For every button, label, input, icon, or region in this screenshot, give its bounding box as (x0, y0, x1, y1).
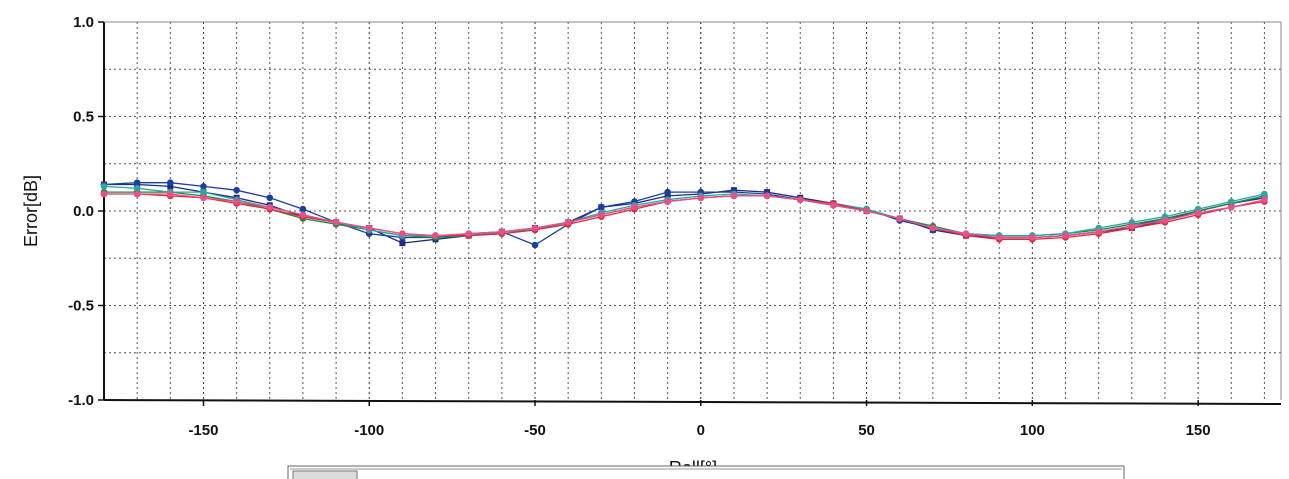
y-tick-labels: 1.0 0.5 0.0 -0.5 -1.0 (68, 14, 104, 409)
data-point (830, 202, 837, 209)
x-tick-label: -150 (188, 422, 218, 439)
data-point (432, 232, 439, 239)
data-point (1095, 228, 1102, 236)
data-point (200, 188, 207, 196)
data-point (896, 215, 904, 222)
data-point (863, 207, 870, 215)
x-tick-label: 50 (858, 422, 875, 439)
data-point (730, 192, 738, 200)
series-6 (100, 190, 1268, 241)
x-tick-label: -100 (354, 422, 384, 439)
legend-swatch (292, 470, 358, 479)
data-point (299, 205, 307, 213)
y-tick-label: 0.0 (73, 203, 94, 220)
y-tick-label: 0.5 (73, 109, 94, 126)
data-point (233, 198, 240, 205)
x-tick-label: 150 (1186, 422, 1211, 439)
data-point (200, 194, 207, 202)
data-point (1194, 209, 1202, 217)
x-tick-label: 100 (1020, 422, 1045, 439)
data-point (664, 188, 671, 196)
data-point (1161, 217, 1169, 224)
data-point (763, 192, 771, 200)
data-point (465, 230, 473, 237)
data-point (598, 203, 605, 211)
data-point (133, 190, 141, 198)
data-point (995, 234, 1003, 241)
data-point (200, 183, 207, 190)
data-point (332, 219, 340, 226)
y-tick-label: 1.0 (73, 14, 94, 31)
data-point (167, 190, 174, 198)
data-point (1227, 203, 1235, 211)
data-point (167, 179, 174, 186)
plot-area (100, 21, 1282, 405)
data-point (1227, 198, 1235, 205)
x-axis-line (103, 399, 1282, 405)
data-point (1261, 196, 1268, 203)
data-point (365, 224, 373, 232)
x-tick-labels: -150 -100 -50 0 50 100 150 (188, 400, 1211, 439)
data-point (631, 203, 638, 211)
data-point (299, 211, 307, 219)
x-tick-label: -50 (524, 422, 546, 439)
y-tick-label: -0.5 (68, 298, 94, 315)
axes (103, 21, 1282, 405)
data-point (962, 230, 970, 237)
data-point (233, 186, 240, 194)
data-point (531, 224, 539, 232)
data-point (664, 198, 671, 205)
data-point (1128, 222, 1136, 230)
data-point (796, 196, 804, 203)
data-point (598, 211, 605, 219)
legend-box (287, 465, 1125, 479)
data-point (929, 224, 937, 232)
data-point (399, 230, 406, 237)
data-point (100, 183, 108, 190)
y-tick-label: -1.0 (68, 392, 94, 409)
data-point (1261, 190, 1268, 198)
data-point (399, 240, 406, 247)
data-point (100, 190, 108, 198)
data-point (498, 228, 506, 236)
data-point (133, 185, 141, 192)
data-point (1029, 234, 1036, 241)
data-point (133, 179, 141, 186)
series-line (104, 193, 1265, 239)
data-point (697, 194, 705, 202)
data-point (266, 194, 274, 202)
data-point (564, 219, 572, 226)
data-point (266, 203, 274, 211)
data-point (664, 192, 671, 199)
data-series (100, 179, 1268, 249)
grid-lines (104, 21, 1281, 400)
y-axis-title: Error[dB] (21, 175, 41, 247)
x-tick-label: 0 (697, 422, 705, 439)
data-point (167, 183, 174, 190)
data-point (1062, 232, 1069, 239)
legend-frame (287, 465, 1125, 479)
data-point (531, 241, 539, 249)
